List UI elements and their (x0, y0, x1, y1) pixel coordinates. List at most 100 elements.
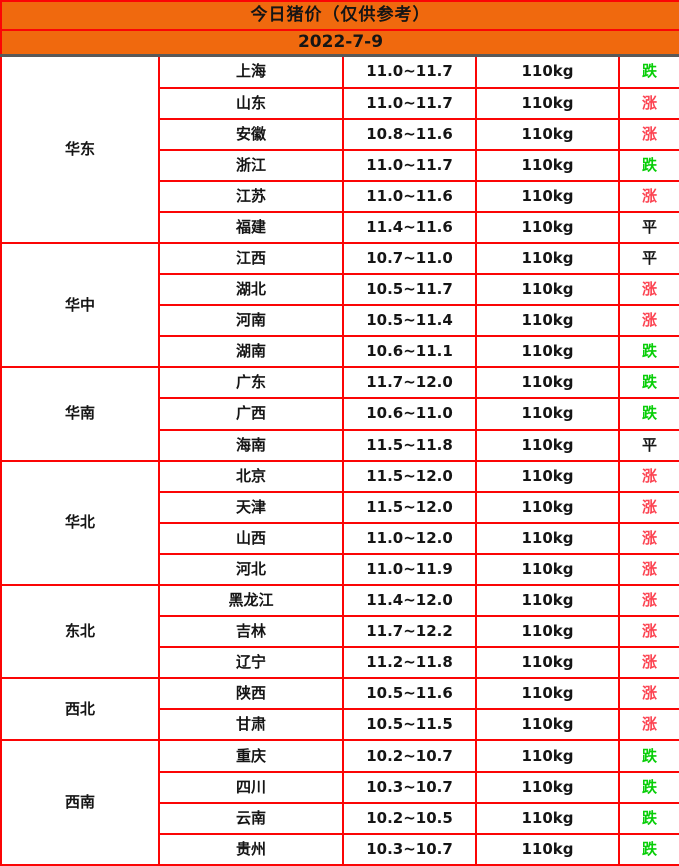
trend-cell: 跌 (617, 54, 679, 89)
price-range-cell: 10.5~11.7 (342, 273, 477, 307)
province-cell: 山西 (158, 521, 344, 555)
weight-cell: 110kg (475, 770, 620, 804)
price-table-body: 华东 上海 11.0~11.7 110kg 跌山东 11.0~11.7 110kg 涨安徽 10… (0, 54, 679, 866)
table-row: 华东 上海 11.0~11.7 110kg 跌 (0, 54, 679, 244)
table-row: 华北 北京 11.5~12.0 110kg 涨 (0, 459, 679, 587)
trend-cell: 涨 (617, 583, 679, 618)
price-range-cell: 11.5~12.0 (342, 490, 477, 524)
weight-cell: 110kg (475, 708, 620, 742)
trend-cell: 涨 (617, 646, 679, 680)
region-cell: 华北 (0, 459, 160, 587)
trend-cell: 跌 (617, 770, 679, 804)
trend-cell: 涨 (617, 179, 679, 213)
weight-cell: 110kg (475, 86, 620, 120)
table-row: 广西 10.6~11.0 110kg 跌 (1, 397, 679, 431)
price-range-cell: 11.0~11.9 (342, 552, 477, 587)
price-range-cell: 10.6~11.0 (342, 397, 477, 431)
table-row: 山西 11.0~12.0 110kg 涨 (1, 521, 679, 555)
trend-cell: 涨 (617, 86, 679, 120)
price-range-cell: 10.5~11.5 (342, 708, 477, 742)
date-label: 2022-7-9 (0, 29, 679, 57)
province-cell: 甘肃 (158, 708, 344, 742)
price-range-cell: 11.5~12.0 (342, 459, 477, 493)
trend-cell: 跌 (617, 832, 679, 866)
province-cell: 广东 (158, 366, 344, 400)
title-row: 今日猪价（仅供参考） (0, 0, 679, 31)
weight-cell: 110kg (475, 739, 620, 773)
trend-cell: 涨 (617, 117, 679, 151)
trend-cell: 涨 (617, 490, 679, 524)
region-cell: 华东 (0, 54, 160, 244)
price-range-cell: 11.7~12.0 (342, 366, 477, 400)
province-cell: 浙江 (158, 148, 344, 182)
trend-cell: 涨 (617, 273, 679, 307)
table-row: 江苏 11.0~11.6 110kg 涨 (1, 179, 679, 213)
table-row: 湖北 10.5~11.7 110kg 涨 (1, 273, 679, 307)
weight-cell: 110kg (475, 428, 620, 462)
province-cell: 四川 (158, 770, 344, 804)
table-row: 华南 广东 11.7~12.0 110kg 跌 (0, 366, 679, 462)
trend-cell: 跌 (617, 335, 679, 369)
weight-cell: 110kg (475, 210, 620, 244)
province-cell: 江苏 (158, 179, 344, 213)
weight-cell: 110kg (475, 397, 620, 431)
price-range-cell: 11.0~11.7 (342, 54, 477, 89)
province-cell: 北京 (158, 459, 344, 493)
table-row: 河北 11.0~11.9 110kg 涨 (1, 552, 679, 587)
price-range-cell: 10.3~10.7 (342, 832, 477, 866)
table-row: 华中 江西 10.7~11.0 110kg 平 (0, 241, 679, 369)
table-row: 辽宁 11.2~11.8 110kg 涨 (1, 646, 679, 680)
province-cell: 江西 (158, 241, 344, 276)
price-range-cell: 11.7~12.2 (342, 615, 477, 649)
weight-cell: 110kg (475, 273, 620, 307)
table-row: 湖南 10.6~11.1 110kg 跌 (1, 335, 679, 369)
trend-cell: 涨 (617, 459, 679, 493)
table-row: 天津 11.5~12.0 110kg 涨 (1, 490, 679, 524)
table-row: 云南 10.2~10.5 110kg 跌 (1, 801, 679, 835)
trend-cell: 涨 (617, 708, 679, 742)
trend-cell: 跌 (617, 148, 679, 182)
province-cell: 湖南 (158, 335, 344, 369)
trend-cell: 跌 (617, 801, 679, 835)
trend-cell: 跌 (617, 366, 679, 400)
province-cell: 河南 (158, 304, 344, 338)
trend-cell: 平 (617, 428, 679, 462)
weight-cell: 110kg (475, 583, 620, 618)
province-cell: 广西 (158, 397, 344, 431)
table-row: 西南 重庆 10.2~10.7 110kg 跌 (0, 739, 679, 866)
table-row: 贵州 10.3~10.7 110kg 跌 (1, 832, 679, 866)
weight-cell: 110kg (475, 54, 620, 89)
province-cell: 河北 (158, 552, 344, 587)
weight-cell: 110kg (475, 832, 620, 866)
price-range-cell: 10.2~10.7 (342, 739, 477, 773)
province-cell: 山东 (158, 86, 344, 120)
price-range-cell: 11.0~11.7 (342, 148, 477, 182)
trend-cell: 涨 (617, 677, 679, 711)
price-range-cell: 10.2~10.5 (342, 801, 477, 835)
price-range-cell: 10.7~11.0 (342, 241, 477, 276)
price-range-cell: 10.5~11.6 (342, 677, 477, 711)
province-cell: 贵州 (158, 832, 344, 866)
weight-cell: 110kg (475, 179, 620, 213)
price-range-cell: 10.8~11.6 (342, 117, 477, 151)
price-range-cell: 11.0~12.0 (342, 521, 477, 555)
table-row: 东北 黑龙江 11.4~12.0 110kg 涨 (0, 583, 679, 680)
weight-cell: 110kg (475, 552, 620, 587)
table-row: 山东 11.0~11.7 110kg 涨 (1, 86, 679, 120)
weight-cell: 110kg (475, 490, 620, 524)
table-row: 西北 陕西 10.5~11.6 110kg 涨 (0, 677, 679, 742)
province-cell: 吉林 (158, 615, 344, 649)
province-cell: 福建 (158, 210, 344, 244)
weight-cell: 110kg (475, 304, 620, 338)
region-cell: 东北 (0, 583, 160, 680)
table-row: 安徽 10.8~11.6 110kg 涨 (1, 117, 679, 151)
province-cell: 湖北 (158, 273, 344, 307)
price-range-cell: 11.4~12.0 (342, 583, 477, 618)
trend-cell: 涨 (617, 521, 679, 555)
trend-cell: 涨 (617, 304, 679, 338)
table-row: 吉林 11.7~12.2 110kg 涨 (1, 615, 679, 649)
province-cell: 陕西 (158, 677, 344, 711)
table-row: 海南 11.5~11.8 110kg 平 (1, 428, 679, 462)
trend-cell: 跌 (617, 739, 679, 773)
